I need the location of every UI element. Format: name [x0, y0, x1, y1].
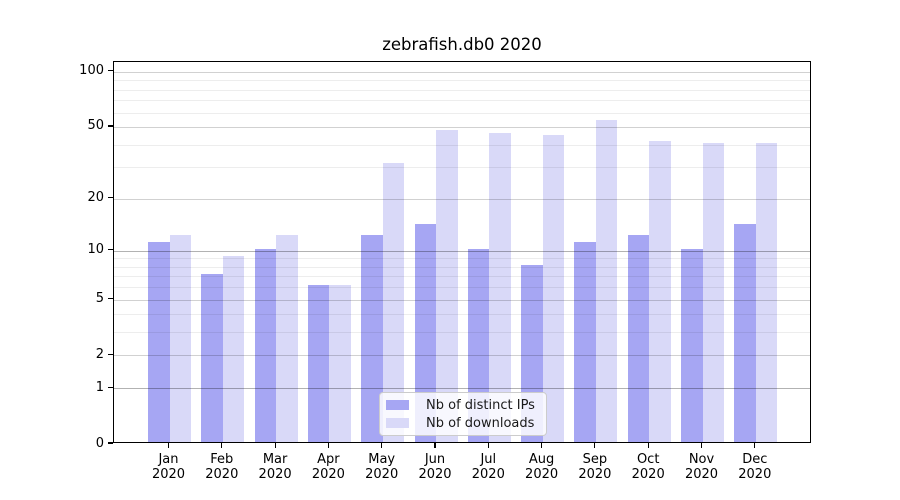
bar-downloads — [329, 285, 351, 442]
bar-distinct-ips — [254, 248, 277, 442]
legend-swatch-distinct-ips — [386, 400, 409, 410]
x-tick-label: Jul 2020 — [471, 452, 505, 482]
bar-distinct-ips — [361, 235, 383, 442]
x-axis-tick — [700, 443, 703, 448]
bar-distinct-ips — [574, 241, 596, 442]
legend-swatch-downloads — [386, 418, 409, 428]
x-axis-tick — [434, 443, 436, 448]
legend-label-downloads: Nb of downloads — [426, 415, 535, 431]
legend: Nb of distinct IPs Nb of downloads — [379, 392, 547, 436]
gridline-major — [114, 198, 810, 200]
x-tick-label: Dec 2020 — [738, 452, 772, 482]
bar-downloads — [382, 162, 405, 442]
bar-distinct-ips — [681, 248, 703, 442]
y-axis-tick — [108, 70, 113, 72]
gridline-minor — [114, 287, 810, 289]
gridline-major — [114, 299, 810, 301]
x-tick-label: May 2020 — [365, 452, 399, 482]
y-axis-tick — [108, 249, 113, 251]
plot-area — [113, 61, 811, 443]
gridline-decade — [114, 250, 810, 252]
gridline-minor — [114, 89, 810, 91]
bar-downloads — [222, 256, 245, 442]
x-axis-tick — [381, 443, 383, 448]
x-axis-tick — [647, 443, 649, 448]
x-axis-tick — [221, 443, 223, 448]
y-axis-tick — [108, 196, 113, 199]
y-tick-label: 1 — [95, 379, 104, 395]
bar-distinct-ips — [307, 285, 330, 442]
gridline-minor — [114, 80, 810, 82]
x-tick-label: Sep 2020 — [578, 452, 612, 482]
x-tick-label: Aug 2020 — [525, 452, 559, 482]
x-tick-label: Feb 2020 — [205, 452, 239, 482]
gridline-major — [114, 355, 810, 357]
y-tick-label: 2 — [95, 346, 104, 362]
y-tick-label: 5 — [95, 291, 104, 307]
bar-downloads — [595, 120, 618, 442]
bar-distinct-ips — [734, 223, 756, 442]
gridline-major — [114, 126, 810, 128]
gridline-minor — [114, 266, 810, 268]
y-axis-tick — [108, 386, 113, 388]
x-axis-tick — [594, 443, 596, 448]
legend-item-downloads: Nb of downloads — [386, 416, 540, 431]
chart-title: zebrafish.db0 2020 — [382, 35, 542, 54]
y-axis-tick — [108, 297, 113, 300]
gridline-minor — [114, 276, 810, 278]
y-axis-tick — [108, 442, 113, 444]
gridline-minor — [114, 112, 810, 114]
y-axis-tick — [108, 353, 113, 355]
gridline-minor — [114, 314, 810, 316]
bar-distinct-ips — [148, 241, 170, 442]
bar-downloads — [276, 235, 298, 442]
bar-downloads — [649, 140, 671, 442]
gridline-minor — [114, 332, 810, 334]
x-axis-tick — [327, 443, 329, 448]
bar-downloads — [542, 135, 565, 442]
legend-item-distinct-ips: Nb of distinct IPs — [386, 398, 540, 413]
gridline-minor — [114, 144, 810, 146]
x-tick-label: Oct 2020 — [631, 452, 665, 482]
bar-distinct-ips — [627, 235, 650, 442]
x-axis-tick — [541, 443, 543, 448]
gridline-minor — [114, 167, 810, 169]
x-axis-tick — [274, 443, 276, 448]
x-axis-tick — [167, 443, 170, 448]
x-tick-label: Nov 2020 — [684, 452, 719, 482]
x-tick-label: Jan 2020 — [151, 452, 186, 482]
gridline-decade — [114, 388, 810, 390]
bar-distinct-ips — [201, 274, 223, 442]
y-tick-label: 100 — [79, 63, 104, 79]
gridline-minor — [114, 258, 810, 260]
x-tick-label: Jun 2020 — [418, 452, 452, 482]
gridline-major — [114, 71, 810, 73]
y-axis-tick — [108, 125, 113, 127]
legend-label-distinct-ips: Nb of distinct IPs — [426, 397, 535, 413]
bar-downloads — [755, 142, 778, 442]
bar-downloads — [489, 133, 511, 442]
y-tick-label: 10 — [87, 242, 104, 258]
x-tick-label: Apr 2020 — [311, 452, 345, 482]
y-tick-label: 50 — [87, 118, 104, 134]
bar-distinct-ips — [414, 223, 436, 442]
x-axis-tick — [754, 443, 756, 448]
bar-downloads — [169, 235, 191, 442]
x-tick-label: Mar 2020 — [258, 452, 292, 482]
gridline-minor — [114, 100, 810, 102]
y-tick-label: 20 — [87, 190, 104, 206]
x-axis-tick — [487, 443, 489, 448]
bar-downloads — [436, 129, 458, 442]
y-tick-label: 0 — [95, 435, 104, 451]
bar-downloads — [702, 142, 724, 442]
